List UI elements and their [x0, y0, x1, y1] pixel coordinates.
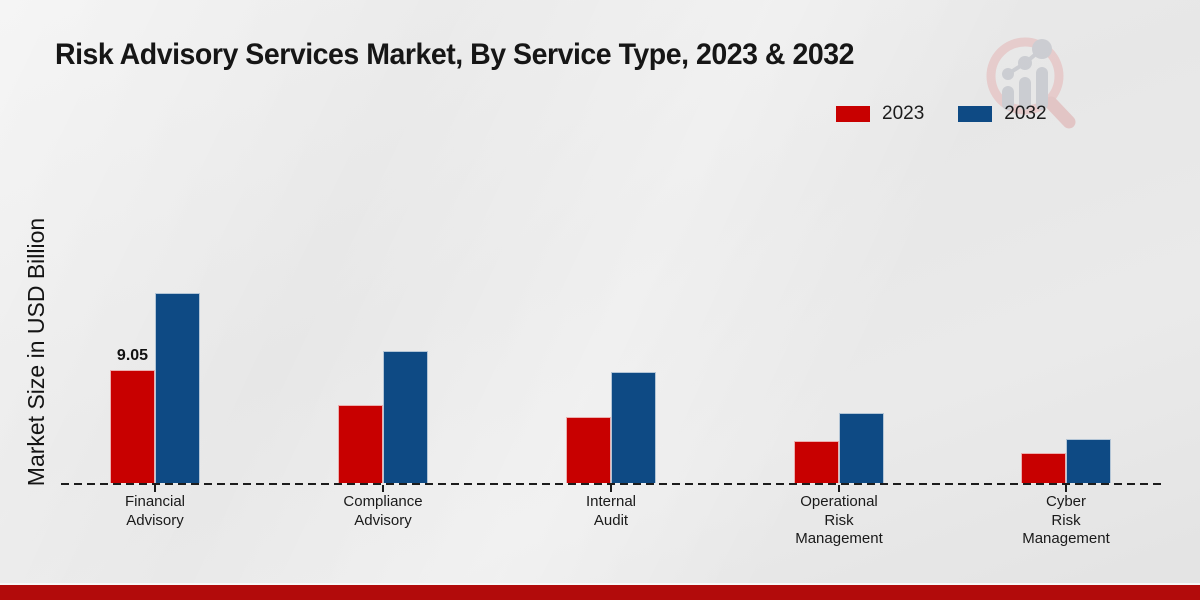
- bar-2032-compliance-advisory: [383, 351, 428, 483]
- bar-2023-compliance-advisory: [338, 405, 383, 483]
- category-label-internal-audit: Internal Audit: [585, 493, 637, 529]
- legend-swatch-2023: [836, 106, 870, 122]
- bar-2023-cyber-risk-management: [1021, 453, 1066, 483]
- x-axis-tick-cyber-risk-management: [1065, 485, 1067, 492]
- x-axis-tick-internal-audit: [610, 485, 612, 492]
- bar-2023-internal-audit: [566, 417, 611, 483]
- legend-item-2023: 2023: [836, 103, 924, 125]
- x-axis-tick-compliance-advisory: [382, 485, 384, 492]
- data-label-2023-financial-advisory: 9.05: [116, 347, 149, 364]
- bar-2023-financial-advisory: [110, 370, 155, 483]
- category-label-cyber-risk-management: Cyber Risk Management: [1022, 493, 1110, 547]
- bar-2032-cyber-risk-management: [1066, 439, 1111, 483]
- x-axis-tick-operational-risk-management: [838, 485, 840, 492]
- legend-swatch-2032: [958, 106, 993, 122]
- category-label-compliance-advisory: Compliance Advisory: [343, 493, 423, 529]
- category-label-operational-risk-management: Operational Risk Management: [795, 493, 883, 547]
- x-axis-tick-financial-advisory: [154, 485, 156, 492]
- chart-title: Risk Advisory Services Market, By Servic…: [55, 38, 854, 71]
- footer-hairline: [0, 583, 1200, 585]
- legend-item-2032: 2032: [958, 103, 1047, 125]
- category-label-financial-advisory: Financial Advisory: [124, 493, 186, 529]
- x-axis-dashed-baseline: [61, 483, 1161, 485]
- market-research-logo-icon: [975, 22, 1079, 135]
- legend-label-2032: 2032: [1004, 103, 1047, 124]
- footer-red-strip: [0, 585, 1200, 600]
- bar-2023-operational-risk-management: [794, 441, 839, 483]
- bar-2032-financial-advisory: [155, 293, 200, 483]
- legend-label-2023: 2023: [882, 103, 925, 124]
- y-axis-label: Market Size in USD Billion: [23, 217, 49, 487]
- bar-2032-internal-audit: [611, 372, 656, 483]
- bar-2032-operational-risk-management: [839, 413, 884, 483]
- legend: 2023 2032: [836, 103, 1047, 125]
